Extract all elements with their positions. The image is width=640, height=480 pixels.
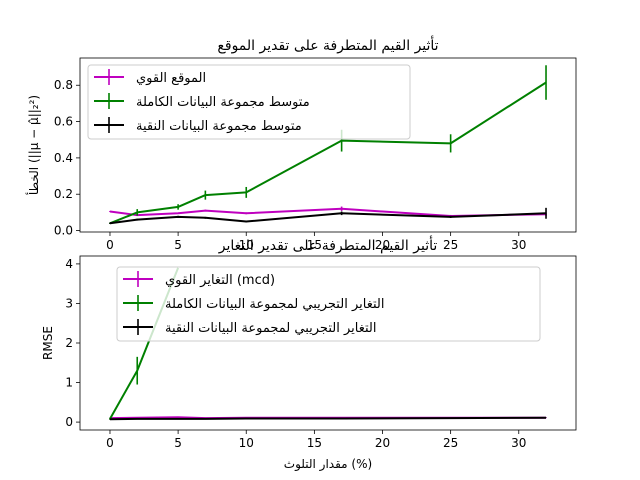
location-legend-label-1: متوسط مجموعة البيانات الكاملة: [136, 95, 310, 110]
covariance-x-tick-label: 25: [443, 436, 458, 450]
location-x-tick-label: 5: [174, 238, 182, 252]
location-legend-label-2: متوسط مجموعة البيانات النقية: [136, 119, 302, 134]
location-plot-frame: [79, 57, 577, 233]
location-y-axis-label: الخطأ (||μ − μ̂||₂²): [25, 95, 41, 195]
covariance-series-line-2: [109, 416, 547, 421]
covariance-legend-label-0: التغاير القوي (mcd): [165, 273, 275, 288]
location-series-line-0: [109, 207, 547, 217]
location-x-tick-label: 0: [106, 238, 114, 252]
location-y-tick-label: 0.0: [54, 224, 73, 238]
covariance-x-tick-label: 0: [106, 436, 114, 450]
covariance-y-tick-label: 0: [65, 415, 73, 429]
covariance-y-tick-label: 1: [65, 376, 73, 390]
covariance-legend-label-1: التغاير التجريبي لمجموعة البيانات الكامل…: [165, 297, 384, 312]
location-y-tick-label: 0.2: [54, 187, 73, 201]
location-x-tick-label: 30: [511, 238, 526, 252]
location-legend: الموقع القوي متوسط مجموعة البيانات الكامل…: [87, 64, 411, 140]
location-y-tick-label: 0.8: [54, 78, 73, 92]
location-x-tick-label: 10: [239, 238, 254, 252]
covariance-x-tick-label: 30: [511, 436, 526, 450]
covariance-x-tick-label: 5: [174, 436, 182, 450]
covariance-y-axis-label: RMSE: [41, 326, 55, 360]
covariance-y-tick-label: 3: [65, 296, 73, 310]
covariance-x-tick-label: 20: [375, 436, 390, 450]
location-x-tick-label: 20: [375, 238, 390, 252]
location-x-tick-label: 15: [307, 238, 322, 252]
covariance-legend-label-2: التغاير التجريبي لمجموعة البيانات النقية: [165, 321, 376, 336]
location-y-tick-label: 0.4: [54, 151, 73, 165]
location-y-tick-label: 0.6: [54, 115, 73, 129]
covariance-x-axis-label: مقدار التلوث (%): [284, 457, 372, 472]
covariance-panel: تأثير القيم المتطرفة على تقدير التغاير R…: [41, 235, 577, 472]
covariance-legend: التغاير القوي (mcd) التغاير التجريبي لمجم…: [116, 266, 541, 342]
location-x-tick-label: 25: [443, 238, 458, 252]
covariance-chart-title: تأثير القيم المتطرفة على تقدير التغاير: [218, 235, 438, 254]
location-series-line-1: [109, 81, 547, 225]
location-panel: تأثير القيم المتطرفة على تقدير الموقع ال…: [25, 35, 577, 252]
covariance-y-tick-label: 4: [65, 257, 73, 271]
location-chart-title: تأثير القيم المتطرفة على تقدير الموقع: [217, 35, 438, 54]
covariance-y-tick-label: 2: [65, 336, 73, 350]
covariance-x-tick-label: 15: [307, 436, 322, 450]
location-legend-frame: [87, 64, 411, 140]
location-legend-label-0: الموقع القوي: [136, 71, 206, 86]
covariance-x-tick-label: 10: [239, 436, 254, 450]
covariance-legend-frame: [116, 266, 541, 342]
location-series-line-2: [109, 212, 547, 225]
